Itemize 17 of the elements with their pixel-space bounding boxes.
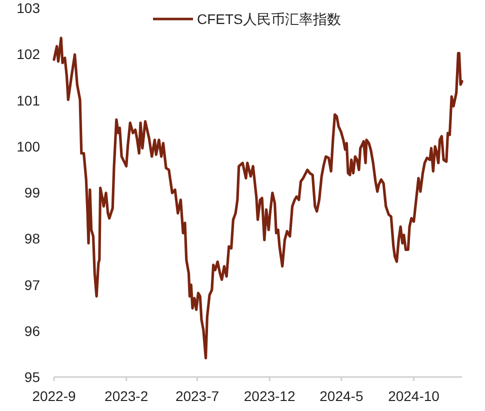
y-tick-label: 95 <box>24 369 40 385</box>
x-tick-label: 2023-7 <box>175 388 220 404</box>
x-tick-label: 2023-2 <box>104 388 148 404</box>
x-tick-label: 2024-10 <box>388 388 440 404</box>
y-tick-label: 101 <box>16 92 40 108</box>
y-tick-label: 102 <box>16 46 40 62</box>
line-series <box>52 36 464 360</box>
y-tick-label: 98 <box>24 230 40 247</box>
y-tick-label: 97 <box>24 276 40 293</box>
x-tick-label: 2024-5 <box>320 388 364 404</box>
y-tick-label: 96 <box>24 322 40 339</box>
y-tick-label: 100 <box>16 138 40 154</box>
x-tick-label: 2022-9 <box>32 388 76 404</box>
y-tick-label: 99 <box>24 184 40 200</box>
y-tick-label: 103 <box>16 0 40 16</box>
x-tick-label: 2023-12 <box>244 388 296 404</box>
legend-label: CFETS人民币汇率指数 <box>197 11 341 27</box>
